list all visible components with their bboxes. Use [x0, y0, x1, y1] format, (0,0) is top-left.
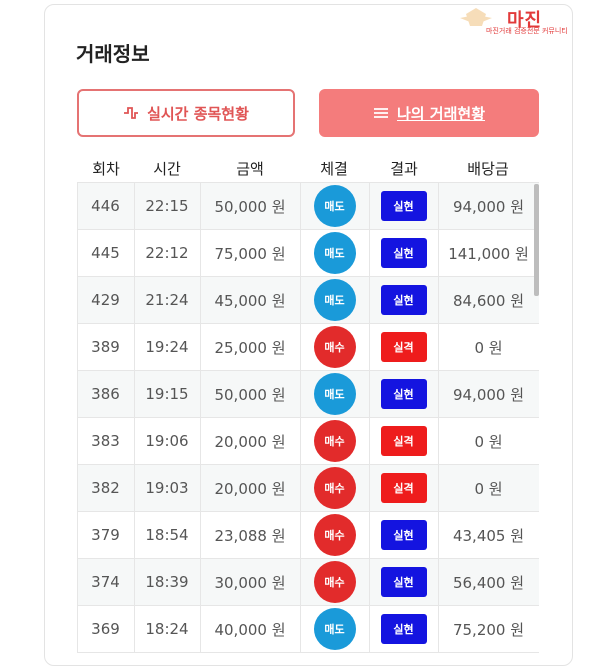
- menu-lines-icon: [373, 107, 389, 119]
- cell-time: 18:39: [145, 573, 189, 591]
- cell-round: 386: [91, 385, 120, 403]
- cell-payout: 75,200 원: [452, 620, 525, 639]
- result-badge: 실현: [380, 614, 427, 644]
- trade-badge: 매수: [313, 467, 356, 509]
- cell-time: 19:15: [145, 385, 189, 403]
- trade-badge: 매도: [313, 279, 356, 321]
- cell-payout: 43,405 원: [452, 526, 525, 545]
- table-row: 382 19:03 20,000 원 매수 실격 0 원: [77, 465, 539, 512]
- header-trade: 체결: [320, 160, 348, 178]
- table-row: 446 22:15 50,000 원 매도 실현 94,000 원: [77, 183, 539, 230]
- table-row: 383 19:06 20,000 원 매수 실격 0 원: [77, 418, 539, 465]
- result-badge: 실현: [380, 567, 427, 597]
- result-badge: 실격: [380, 426, 427, 456]
- cell-amount: 50,000 원: [214, 197, 286, 216]
- page-title: 거래정보: [76, 42, 150, 66]
- header-time: 시간: [153, 160, 181, 178]
- watermark-brand: 마진: [507, 10, 543, 31]
- trade-badge: 매도: [313, 608, 356, 650]
- trade-badge: 매수: [313, 326, 356, 368]
- scrollbar[interactable]: [534, 184, 539, 296]
- cell-amount: 30,000 원: [214, 573, 286, 592]
- result-badge: 실현: [380, 191, 427, 221]
- header-result: 결과: [390, 160, 418, 178]
- table-row: 386 19:15 50,000 원 매도 실현 94,000 원: [77, 371, 539, 418]
- cell-round: 389: [91, 338, 120, 356]
- cell-round: 369: [91, 620, 120, 638]
- trade-badge: 매도: [313, 185, 356, 227]
- cell-round: 429: [91, 291, 120, 309]
- cell-amount: 25,000 원: [214, 338, 286, 357]
- cell-payout: 0 원: [474, 338, 503, 357]
- cell-payout: 0 원: [474, 432, 503, 451]
- table-row: 379 18:54 23,088 원 매수 실현 43,405 원: [77, 512, 539, 559]
- cell-payout: 84,600 원: [452, 291, 525, 310]
- cell-time: 18:54: [145, 526, 189, 544]
- cell-time: 19:06: [145, 432, 189, 450]
- cell-amount: 20,000 원: [214, 479, 286, 498]
- result-badge: 실현: [380, 285, 427, 315]
- cell-round: 446: [91, 197, 120, 215]
- cell-amount: 40,000 원: [214, 620, 286, 639]
- table-row: 369 18:24 40,000 원 매도 실현 75,200 원: [77, 606, 539, 653]
- cell-amount: 50,000 원: [214, 385, 286, 404]
- table-row: 389 19:24 25,000 원 매수 실격 0 원: [77, 324, 539, 371]
- header-payout: 배당금: [467, 160, 509, 178]
- result-badge: 실현: [380, 238, 427, 268]
- cell-payout: 0 원: [474, 479, 503, 498]
- cell-round: 379: [91, 526, 120, 544]
- cell-amount: 20,000 원: [214, 432, 286, 451]
- trade-badge: 매수: [313, 514, 356, 556]
- cell-payout: 56,400 원: [452, 573, 525, 592]
- cell-round: 374: [91, 573, 120, 591]
- live-status-button[interactable]: 실시간 종목현황: [77, 89, 295, 137]
- trade-badge: 매수: [313, 561, 356, 603]
- result-badge: 실현: [380, 379, 427, 409]
- watermark-logo: [460, 4, 594, 38]
- cell-payout: 94,000 원: [452, 197, 525, 216]
- cell-amount: 45,000 원: [214, 291, 286, 310]
- table-header: 회차 시간 금액 체결 결과 배당금: [77, 158, 539, 182]
- cell-time: 18:24: [145, 620, 189, 638]
- table-row: 429 21:24 45,000 원 매도 실현 84,600 원: [77, 277, 539, 324]
- header-amount: 금액: [236, 160, 264, 178]
- result-badge: 실격: [380, 332, 427, 362]
- cell-round: 445: [91, 244, 120, 262]
- watermark-tagline: 마진거래 검증전문 커뮤니티: [486, 27, 568, 35]
- live-status-label: 실시간 종목현황: [147, 104, 249, 123]
- cell-payout: 94,000 원: [452, 385, 525, 404]
- table-row: 374 18:39 30,000 원 매수 실현 56,400 원: [77, 559, 539, 606]
- cell-payout: 141,000 원: [448, 244, 529, 263]
- cell-time: 22:12: [145, 244, 189, 262]
- cell-amount: 75,000 원: [214, 244, 286, 263]
- my-trades-button[interactable]: 나의 거래현황: [319, 89, 539, 137]
- trade-badge: 매수: [313, 420, 356, 462]
- cell-time: 19:24: [145, 338, 189, 356]
- cell-round: 383: [91, 432, 120, 450]
- result-badge: 실현: [380, 520, 427, 550]
- trade-table: 446 22:15 50,000 원 매도 실현 94,000 원 445 22:12 75,0…: [77, 183, 539, 653]
- result-badge: 실격: [380, 473, 427, 503]
- table-row: 445 22:12 75,000 원 매도 실현 141,000 원: [77, 230, 539, 277]
- cell-amount: 23,088 원: [214, 526, 286, 545]
- pulse-icon: [123, 106, 139, 120]
- cell-time: 21:24: [145, 291, 189, 309]
- trade-badge: 매도: [313, 373, 356, 415]
- cell-time: 19:03: [145, 479, 189, 497]
- cell-time: 22:15: [145, 197, 189, 215]
- my-trades-label: 나의 거래현황: [396, 104, 486, 123]
- header-round: 회차: [92, 160, 120, 178]
- cell-round: 382: [91, 479, 120, 497]
- trade-badge: 매도: [313, 232, 356, 274]
